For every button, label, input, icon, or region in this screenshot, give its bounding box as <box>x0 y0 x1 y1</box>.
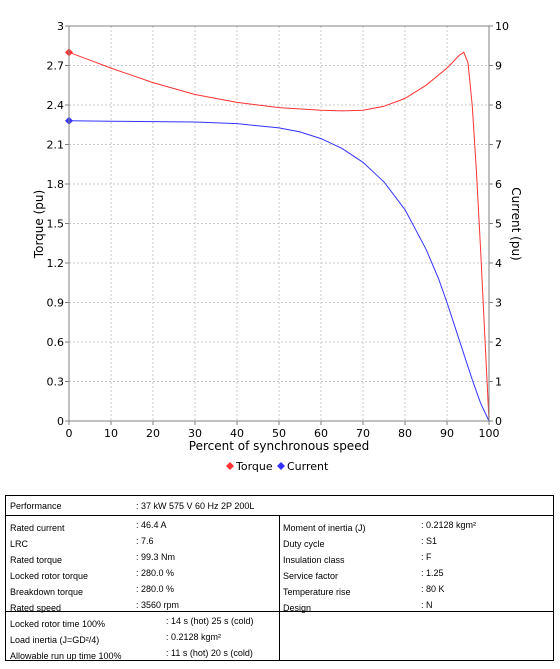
y-left-tick-label: 0 <box>57 415 64 428</box>
y-left-tick-label: 2.1 <box>47 139 65 152</box>
spec-value: : 280.0 % <box>136 568 175 578</box>
spec-label: Locked rotor time 100% <box>10 619 106 629</box>
y-right-tick-label: 6 <box>495 178 502 191</box>
legend-current-label: Current <box>287 460 329 473</box>
x-tick-label: 70 <box>356 427 370 440</box>
y-right-tick-label: 5 <box>495 218 502 231</box>
tick-labels: 0 10 20 30 40 50 60 70 80 90 10000.30.60.91.21.51.… <box>47 20 510 440</box>
spec-label: Allowable run up time 100% <box>10 651 122 661</box>
y-left-tick-label: 0.6 <box>47 336 65 349</box>
x-tick-label: 30 <box>188 427 202 440</box>
motor-datasheet: Performance : 37 kW 575 V 60 Hz 2P 200L … <box>5 495 554 661</box>
spec-value: : 14 s (hot) 25 s (cold) <box>166 616 254 626</box>
spec-label: Design <box>283 603 312 613</box>
x-tick-label: 100 <box>479 427 500 440</box>
spec-value: : 99.3 Nm <box>136 552 176 562</box>
spec-label: Insulation class <box>283 555 345 565</box>
spec-value: : F <box>421 552 432 562</box>
x-axis-title: Percent of synchronous speed <box>189 439 369 453</box>
spec-label: Service factor <box>283 571 339 581</box>
y-right-tick-label: 8 <box>495 99 502 112</box>
y-axis-left-title: Torque (pu) <box>32 190 46 259</box>
y-right-tick-label: 4 <box>495 257 502 270</box>
spec-label: Locked rotor torque <box>10 571 89 581</box>
spec-value: : 11 s (hot) 20 s (cold) <box>166 648 253 658</box>
y-axis-right-title: Current (pu) <box>509 187 523 260</box>
legend-torque-label: Torque <box>235 460 273 473</box>
legend-torque-marker <box>226 462 234 470</box>
spec-label: Temperature rise <box>283 587 351 597</box>
spec-value: : N <box>421 600 433 610</box>
spec-value: : 280.0 % <box>136 584 175 594</box>
y-left-tick-label: 2.4 <box>47 99 65 112</box>
y-left-tick-label: 3 <box>57 20 64 33</box>
performance-label: Performance <box>10 501 62 511</box>
y-right-tick-label: 10 <box>495 20 509 33</box>
axes <box>65 25 493 425</box>
y-left-tick-label: 0.3 <box>47 376 65 389</box>
spec-value: : 80 K <box>421 584 445 594</box>
series-current-line <box>68 120 490 422</box>
spec-label: Rated torque <box>10 555 63 565</box>
x-tick-label: 60 <box>314 427 328 440</box>
y-left-tick-label: 1.5 <box>47 218 65 231</box>
section-divider <box>6 611 553 612</box>
spec-value: : 7.6 <box>136 536 154 546</box>
series-torque-line <box>68 51 490 422</box>
y-right-tick-label: 7 <box>495 139 502 152</box>
x-tick-label: 90 <box>440 427 454 440</box>
spec-label: Duty cycle <box>283 539 325 549</box>
legend: Torque Current <box>226 460 329 473</box>
performance-row: Performance : 37 kW 575 V 60 Hz 2P 200L <box>6 496 553 516</box>
y-left-tick-label: 2.7 <box>47 60 65 73</box>
performance-value: : 37 kW 575 V 60 Hz 2P 200L <box>136 501 255 511</box>
y-right-tick-label: 0 <box>495 415 502 428</box>
spec-label: Rated speed <box>10 603 62 613</box>
x-tick-label: 20 <box>146 427 160 440</box>
spec-value: : 0.2128 kgm² <box>421 520 477 530</box>
spec-value: : S1 <box>421 536 438 546</box>
y-right-tick-label: 1 <box>495 376 502 389</box>
y-left-tick-label: 1.8 <box>47 178 65 191</box>
spec-value: : 0.2128 kgm² <box>166 632 222 642</box>
x-tick-label: 50 <box>272 427 286 440</box>
spec-label: Breakdown torque <box>10 587 84 597</box>
x-tick-label: 40 <box>230 427 244 440</box>
spec-label: Rated current <box>10 523 65 533</box>
spec-label: LRC <box>10 539 29 549</box>
x-tick-label: 0 <box>66 427 73 440</box>
legend-current-marker <box>277 462 285 470</box>
y-left-tick-label: 1.2 <box>47 257 65 270</box>
y-right-tick-label: 3 <box>495 297 502 310</box>
y-right-tick-label: 9 <box>495 60 502 73</box>
spec-value: : 46.4 A <box>136 520 167 530</box>
spec-label: Load inertia (J=GD²/4) <box>10 635 100 645</box>
y-right-tick-label: 2 <box>495 336 502 349</box>
x-tick-label: 10 <box>104 427 118 440</box>
spec-value: : 3560 rpm <box>136 600 180 610</box>
torque-current-chart: 0 10 20 30 40 50 60 70 80 90 10000.30.60.91.21.51.… <box>32 20 523 473</box>
spec-value: : 1.25 <box>421 568 444 578</box>
y-left-tick-label: 0.9 <box>47 297 65 310</box>
column-divider <box>279 516 280 660</box>
spec-label: Moment of inertia (J) <box>283 523 366 533</box>
x-tick-label: 80 <box>398 427 412 440</box>
